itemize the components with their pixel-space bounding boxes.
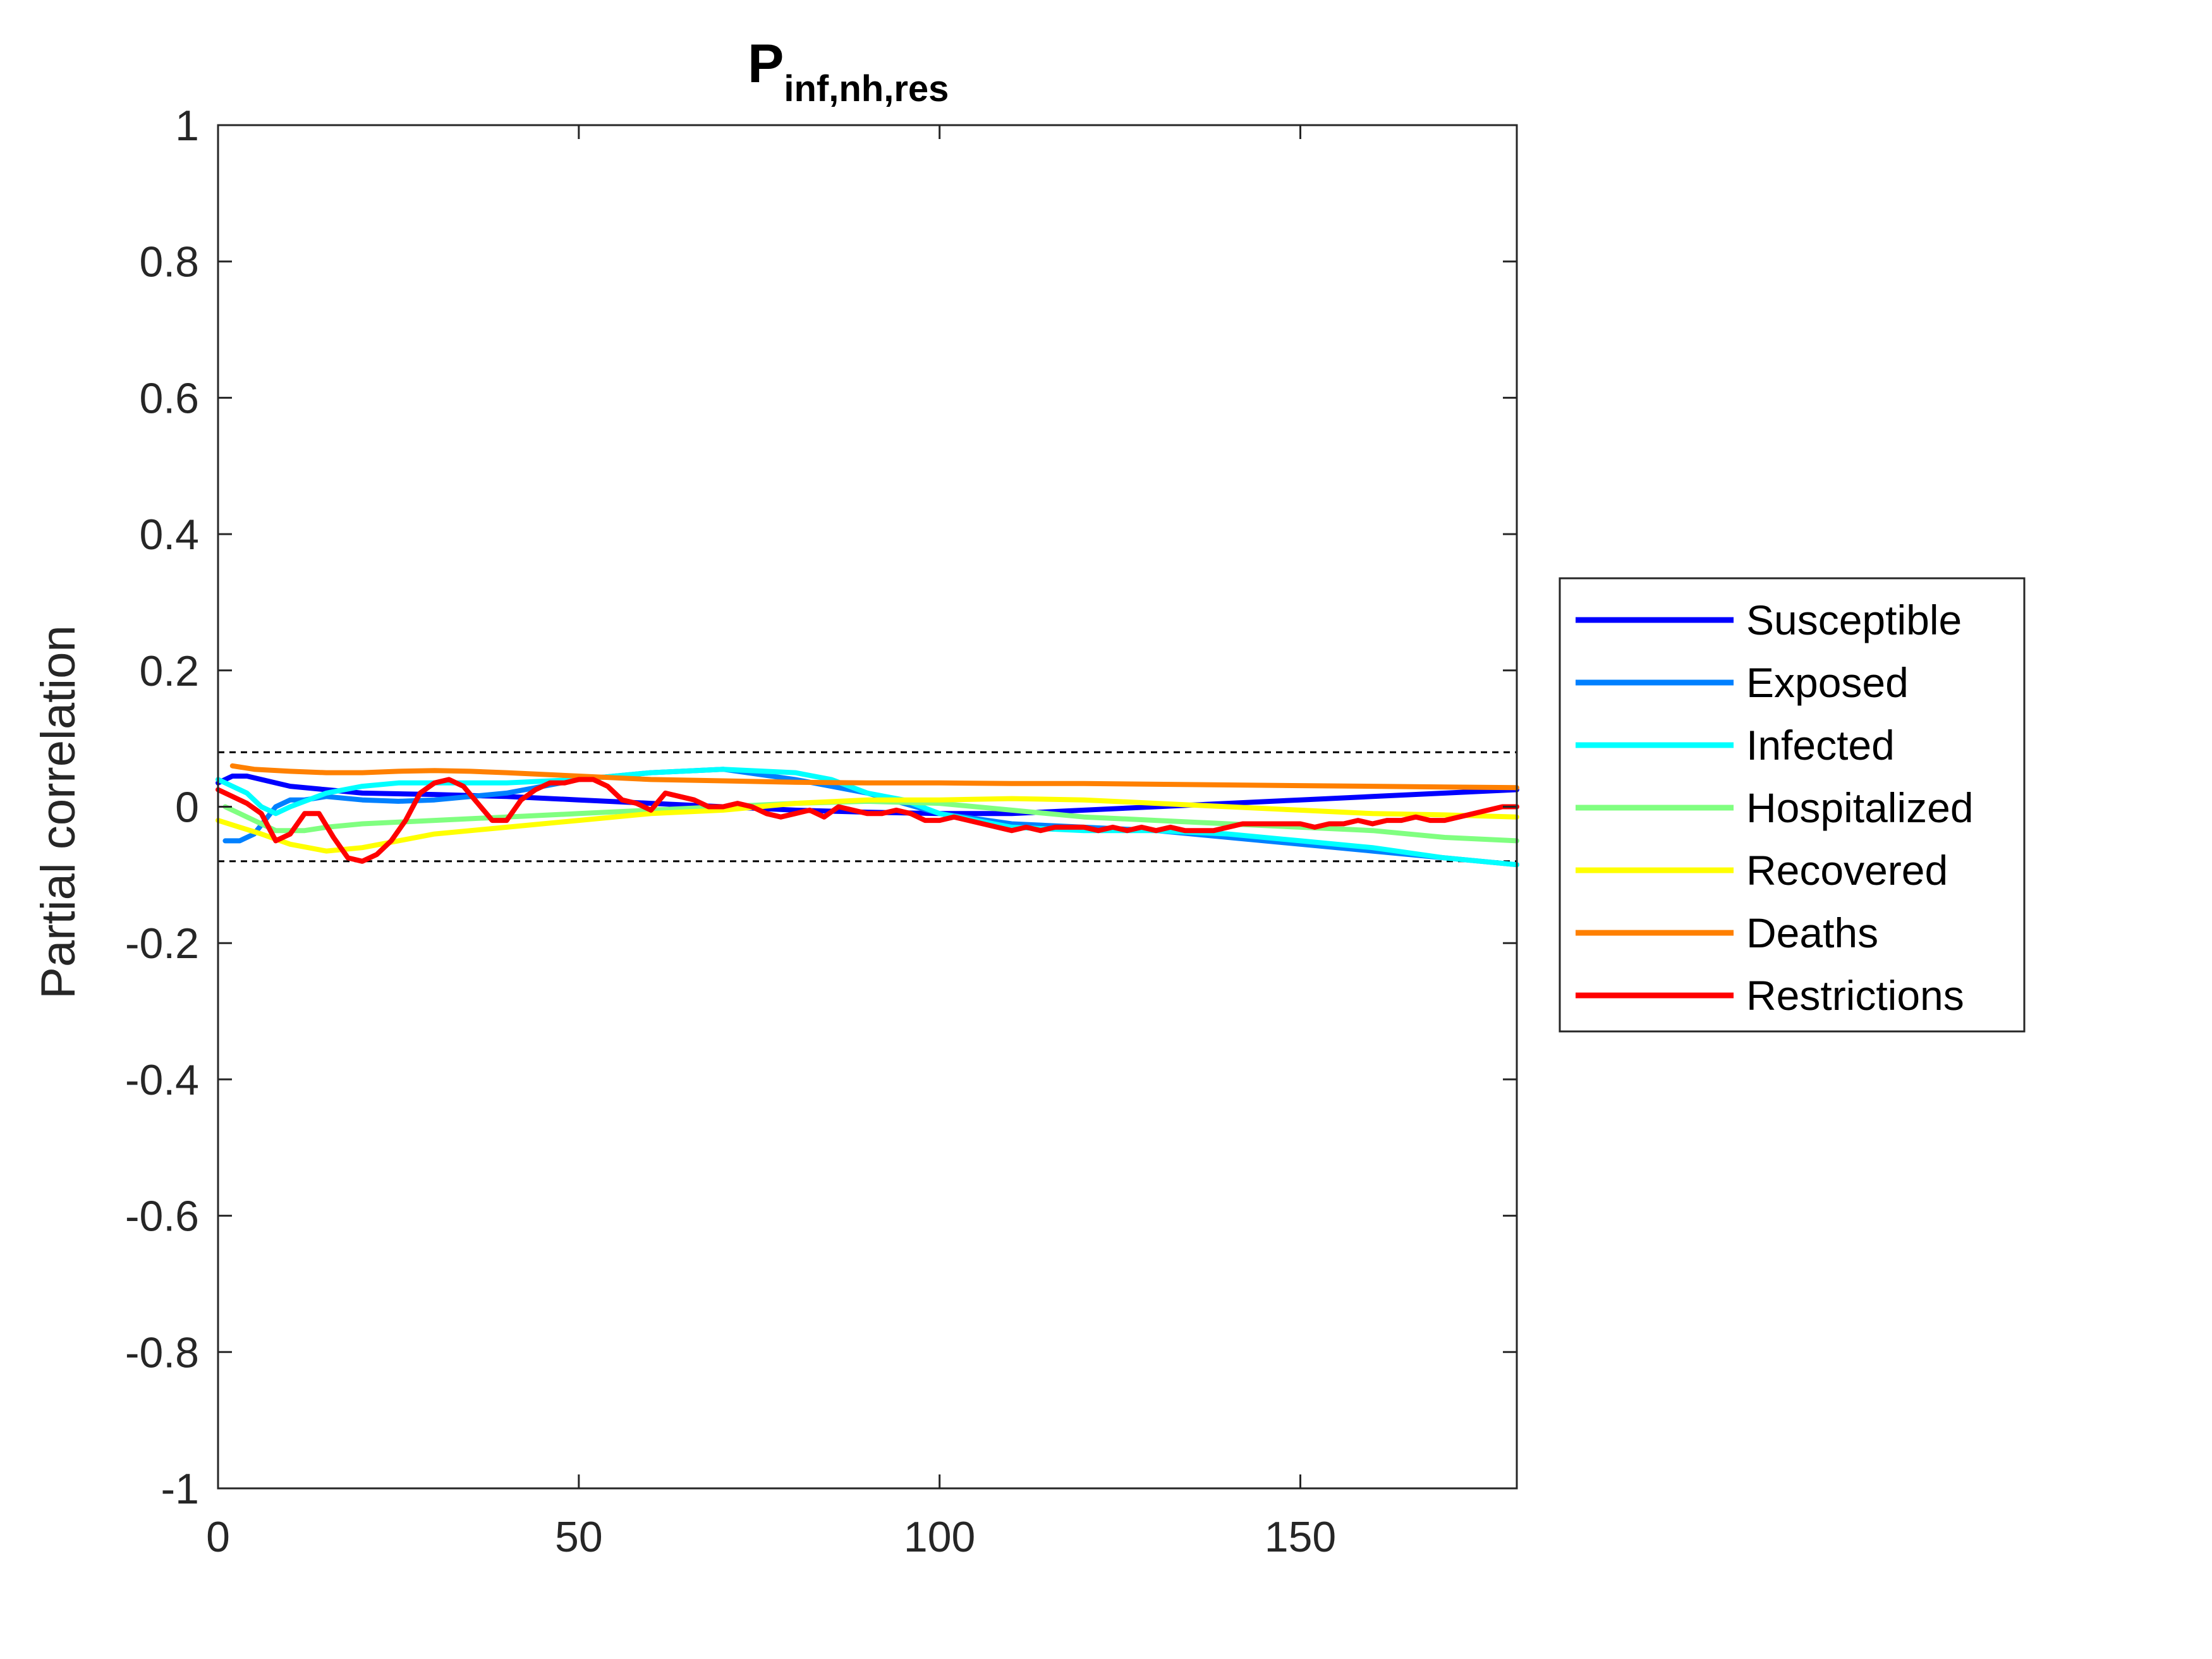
svg-text:Pinf,nh,res: Pinf,nh,res <box>748 33 949 109</box>
series-line-recovered <box>216 796 1519 854</box>
y-axis-label: Partial correlation <box>32 625 85 999</box>
legend-label-hospitalized: Hospitalized <box>1746 784 1974 831</box>
x-tick-label: 50 <box>555 1513 603 1561</box>
title-main: P <box>748 33 784 94</box>
y-tick-label: 1 <box>175 102 199 150</box>
x-tick-label: 150 <box>1265 1513 1336 1561</box>
y-tick-label: -0.8 <box>125 1328 199 1376</box>
chart-title: Pinf,nh,res <box>748 33 949 109</box>
series-line-deaths <box>229 763 1519 791</box>
y-tick-label: 0.8 <box>139 238 199 286</box>
y-tick-label: 0 <box>175 784 199 832</box>
y-tick-label: 0.6 <box>139 374 199 422</box>
y-tick-label: -1 <box>161 1465 199 1513</box>
legend-label-deaths: Deaths <box>1746 909 1878 956</box>
series-line-restrictions <box>216 777 1519 864</box>
y-tick-label: -0.4 <box>125 1056 199 1104</box>
legend-label-susceptible: Susceptible <box>1746 597 1962 643</box>
legend-label-recovered: Recovered <box>1746 847 1948 894</box>
title-subscript: inf,nh,res <box>784 68 949 109</box>
x-tick-label: 0 <box>206 1513 230 1561</box>
plot-area: 0 50 100 150 -1 -0.8 -0.6 -0.4 -0.2 0 0.2 0.4 0.6 0.8… <box>125 102 1519 1561</box>
legend-label-restrictions: Restrictions <box>1746 972 1964 1019</box>
y-tick-label: -0.2 <box>125 920 199 968</box>
y-tick-label: -0.6 <box>125 1193 199 1241</box>
legend: Susceptible Exposed Infected Hospitalized Re… <box>1559 577 2026 1033</box>
y-tick-label: 0.4 <box>139 511 199 559</box>
y-tick-label: 0.2 <box>139 647 199 695</box>
x-tick-label: 100 <box>904 1513 975 1561</box>
legend-label-exposed: Exposed <box>1746 659 1909 706</box>
legend-label-infected: Infected <box>1746 722 1895 769</box>
